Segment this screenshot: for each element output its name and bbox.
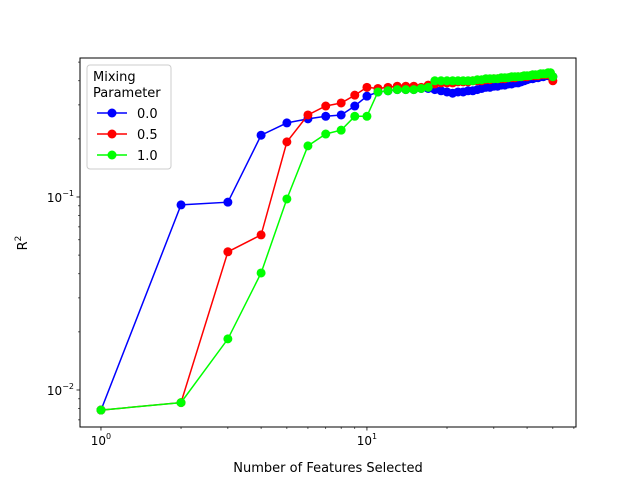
data-point bbox=[362, 91, 372, 101]
data-point bbox=[282, 194, 292, 204]
legend-title-line1: Mixing bbox=[93, 70, 136, 85]
tick-base: 10 bbox=[47, 191, 62, 205]
y-tick-label: 10−1 bbox=[47, 189, 74, 205]
data-point bbox=[362, 111, 372, 121]
data-point bbox=[401, 85, 411, 95]
data-point bbox=[336, 125, 346, 135]
plot-marks bbox=[96, 68, 558, 415]
data-point bbox=[336, 98, 346, 108]
legend-label: 1.0 bbox=[137, 149, 158, 164]
legend-entry-0.5: 0.5 bbox=[97, 128, 158, 143]
data-point bbox=[383, 86, 393, 96]
legend: Mixing Parameter 0.0 0.5 1.0 bbox=[86, 64, 172, 170]
legend-box bbox=[86, 64, 172, 170]
tick-exponent: 0 bbox=[106, 432, 111, 441]
data-point bbox=[373, 87, 383, 97]
x-axis-label: Number of Features Selected bbox=[233, 461, 422, 476]
data-point bbox=[256, 230, 266, 240]
data-point bbox=[223, 334, 233, 344]
tick-base: 10 bbox=[47, 384, 62, 398]
data-point bbox=[416, 83, 426, 93]
legend-label: 0.5 bbox=[137, 128, 158, 143]
legend-marker bbox=[107, 150, 117, 160]
data-point bbox=[223, 247, 233, 257]
data-point bbox=[430, 76, 440, 86]
data-point bbox=[282, 118, 292, 128]
data-point bbox=[336, 110, 346, 120]
data-point bbox=[96, 405, 106, 415]
data-point bbox=[362, 82, 372, 92]
data-point bbox=[392, 85, 402, 95]
tick-base: 10 bbox=[91, 434, 106, 448]
y-tick-label: 10−2 bbox=[47, 382, 74, 398]
data-point bbox=[176, 398, 186, 408]
data-point bbox=[256, 130, 266, 140]
legend-marker bbox=[107, 108, 117, 118]
tick-exponent: 1 bbox=[372, 432, 377, 441]
data-point bbox=[423, 82, 433, 92]
data-point bbox=[176, 200, 186, 210]
data-point bbox=[303, 141, 313, 151]
tick-exponent: −1 bbox=[62, 189, 74, 198]
data-point bbox=[548, 72, 558, 82]
series-1.0 bbox=[96, 68, 558, 415]
data-point bbox=[409, 85, 419, 95]
tick-base: 10 bbox=[357, 434, 372, 448]
data-point bbox=[350, 101, 360, 111]
y-axis-label: R2 bbox=[14, 236, 31, 251]
data-point bbox=[321, 129, 331, 139]
legend-title-line2: Parameter bbox=[93, 86, 161, 101]
plot-frame bbox=[79, 57, 577, 428]
data-point bbox=[256, 268, 266, 278]
data-point bbox=[282, 137, 292, 147]
x-tick-label: 101 bbox=[357, 432, 377, 448]
data-point bbox=[321, 111, 331, 121]
data-point bbox=[350, 90, 360, 100]
data-point bbox=[321, 101, 331, 111]
legend-label: 0.0 bbox=[137, 107, 158, 122]
x-tick-label: 100 bbox=[91, 432, 111, 448]
legend-entry-0.0: 0.0 bbox=[97, 107, 158, 122]
legend-marker bbox=[107, 129, 117, 139]
legend-entry-1.0: 1.0 bbox=[97, 149, 158, 164]
data-point bbox=[350, 111, 360, 121]
tick-exponent: −2 bbox=[62, 382, 74, 391]
data-point bbox=[303, 110, 313, 120]
data-point bbox=[223, 197, 233, 207]
